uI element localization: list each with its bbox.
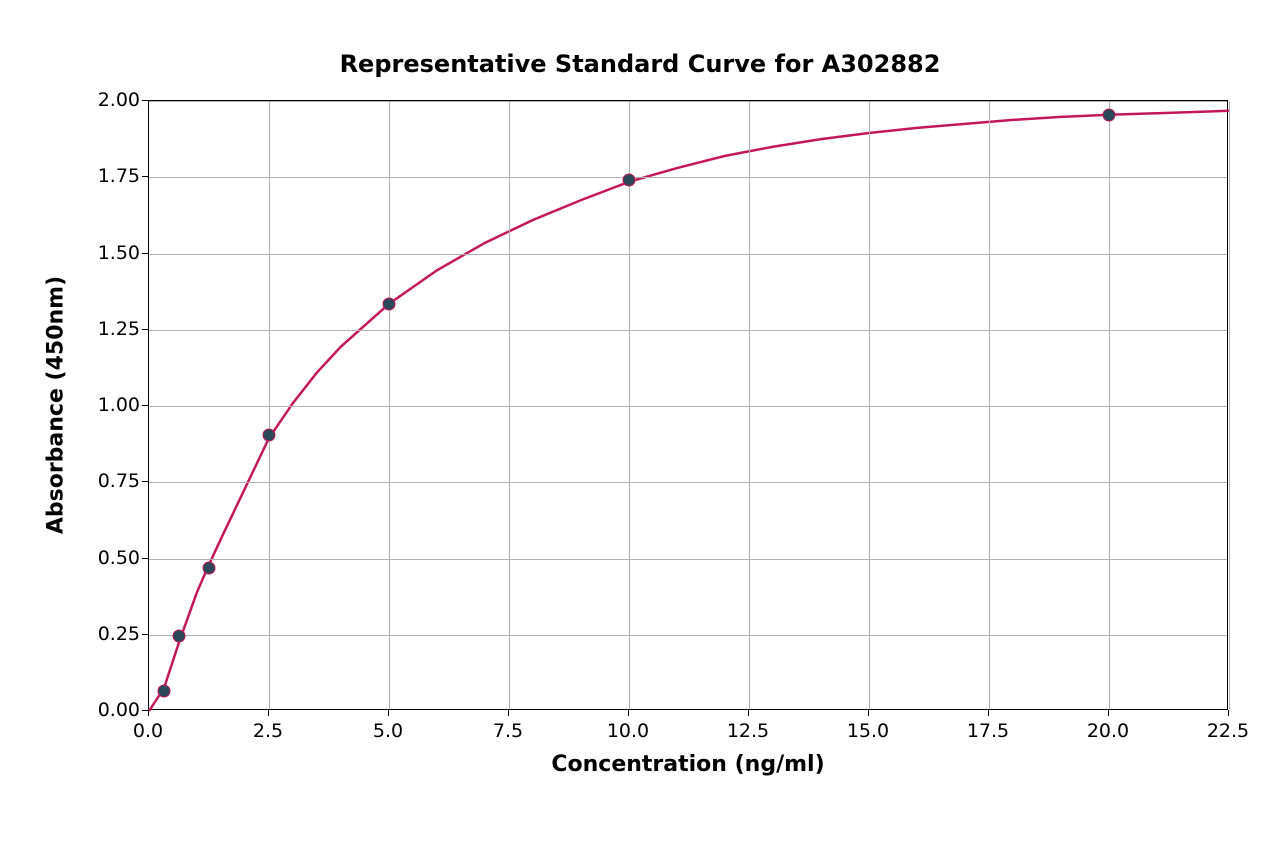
data-point [1103,108,1116,121]
y-tick-label: 0.75 [92,470,140,492]
x-tick-label: 5.0 [373,720,403,742]
curve-line [149,101,1227,709]
y-tick [142,710,148,711]
grid-line-h [149,635,1227,636]
y-tick [142,405,148,406]
x-tick-label: 20.0 [1087,720,1129,742]
data-point [173,630,186,643]
grid-line-h [149,177,1227,178]
data-point [383,297,396,310]
chart-title: Representative Standard Curve for A30288… [20,50,1260,78]
x-tick [868,710,869,716]
data-point [263,428,276,441]
data-point [623,174,636,187]
y-tick [142,176,148,177]
y-tick-label: 1.00 [92,394,140,416]
grid-line-v [749,101,750,709]
grid-line-v [509,101,510,709]
grid-line-h [149,330,1227,331]
x-tick [148,710,149,716]
x-tick-label: 17.5 [967,720,1009,742]
y-tick-label: 0.50 [92,547,140,569]
data-point [203,561,216,574]
plot-area [148,100,1228,710]
x-tick [268,710,269,716]
grid-line-v [869,101,870,709]
y-tick-label: 1.50 [92,242,140,264]
y-tick-label: 0.00 [92,699,140,721]
x-tick-label: 22.5 [1207,720,1249,742]
x-tick [1228,710,1229,716]
x-tick [628,710,629,716]
y-axis-label: Absorbance (450nm) [44,276,69,534]
y-tick [142,253,148,254]
grid-line-h [149,559,1227,560]
y-tick-label: 1.75 [92,165,140,187]
grid-line-h [149,406,1227,407]
y-tick [142,634,148,635]
x-tick-label: 12.5 [727,720,769,742]
grid-line-v [989,101,990,709]
grid-line-v [389,101,390,709]
x-tick-label: 7.5 [493,720,523,742]
grid-line-h [149,101,1227,102]
y-tick [142,100,148,101]
grid-line-h [149,482,1227,483]
x-tick-label: 0.0 [133,720,163,742]
x-tick [388,710,389,716]
x-tick-label: 2.5 [253,720,283,742]
grid-line-v [1109,101,1110,709]
grid-line-v [1229,101,1230,709]
x-tick [1108,710,1109,716]
grid-line-v [629,101,630,709]
x-tick [988,710,989,716]
y-tick-label: 1.25 [92,318,140,340]
x-tick-label: 15.0 [847,720,889,742]
grid-line-v [269,101,270,709]
x-tick [508,710,509,716]
x-tick-label: 10.0 [607,720,649,742]
y-tick [142,481,148,482]
y-tick [142,329,148,330]
grid-line-h [149,254,1227,255]
x-tick [748,710,749,716]
x-axis-label: Concentration (ng/ml) [551,752,824,777]
y-tick-label: 0.25 [92,623,140,645]
y-tick-label: 2.00 [92,89,140,111]
data-point [158,685,171,698]
y-tick [142,558,148,559]
standard-curve-chart: Representative Standard Curve for A30288… [20,20,1260,825]
